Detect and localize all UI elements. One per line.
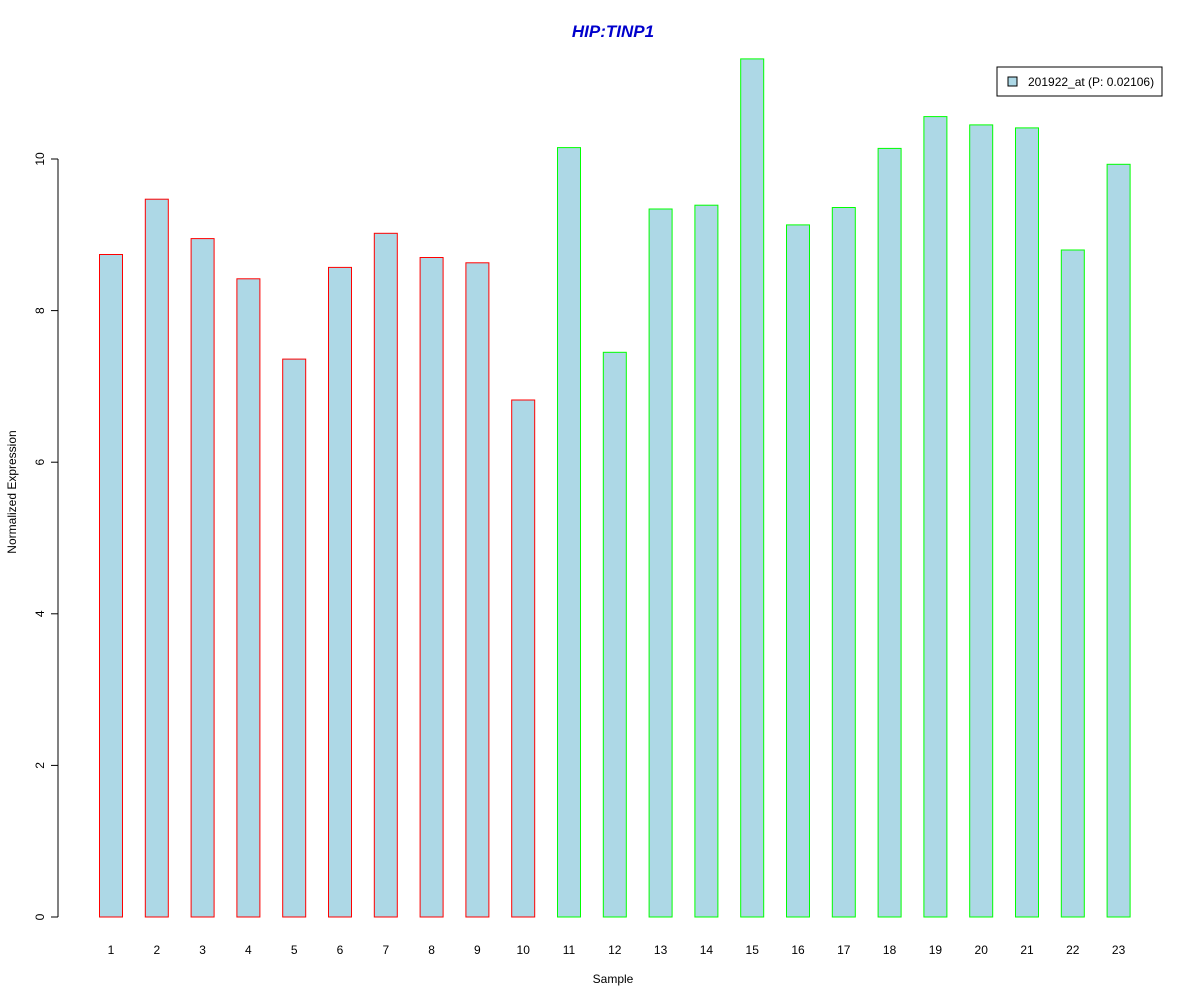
x-tick-label: 11 xyxy=(563,943,576,957)
x-tick-label: 1 xyxy=(108,943,115,957)
x-tick-label: 2 xyxy=(153,943,160,957)
bar-sample-18 xyxy=(877,147,902,918)
bar-sample-13 xyxy=(648,208,673,918)
x-axis-label: Sample xyxy=(593,972,634,986)
x-tick-label: 7 xyxy=(382,943,389,957)
bar-sample-21 xyxy=(1015,127,1039,918)
bars-group xyxy=(99,58,1131,918)
bar-sample-17 xyxy=(831,207,856,918)
x-tick-label: 3 xyxy=(199,943,206,957)
bar-sample-12 xyxy=(602,351,627,918)
chart-title: HIP:TINP1 xyxy=(572,22,654,41)
bar-sample-23 xyxy=(1106,163,1131,918)
bar-sample-9 xyxy=(465,262,490,918)
x-tick-label: 8 xyxy=(428,943,435,957)
legend-swatch xyxy=(1007,76,1018,87)
bar-sample-1 xyxy=(99,254,123,918)
x-tick-label: 12 xyxy=(608,943,622,957)
bar-sample-6 xyxy=(328,266,352,918)
y-tick-label: 0 xyxy=(33,913,47,920)
legend-box xyxy=(996,66,1163,97)
x-tick-label: 10 xyxy=(517,943,531,957)
y-tick-label: 10 xyxy=(33,152,47,166)
bar-sample-7 xyxy=(373,232,398,918)
bar-sample-20 xyxy=(969,124,994,918)
x-tick-label: 9 xyxy=(474,943,481,957)
x-tick-label: 16 xyxy=(791,943,805,957)
x-tick-label: 13 xyxy=(654,943,668,957)
x-tick-label: 4 xyxy=(245,943,252,957)
x-tick-label: 17 xyxy=(837,943,851,957)
y-axis-label: Normalized Expression xyxy=(5,430,19,553)
x-tick-label: 23 xyxy=(1112,943,1126,957)
x-tick-label: 5 xyxy=(291,943,298,957)
x-tick-label: 14 xyxy=(700,943,714,957)
bar-sample-16 xyxy=(786,224,810,918)
bar-sample-8 xyxy=(419,257,444,918)
x-tick-label: 20 xyxy=(975,943,989,957)
y-tick-label: 2 xyxy=(33,762,47,769)
y-tick-label: 6 xyxy=(33,459,47,466)
bar-sample-19 xyxy=(923,116,948,918)
bar-sample-14 xyxy=(694,204,719,918)
y-tick-label: 8 xyxy=(33,307,47,314)
x-tick-labels: 1 2 3 4 5 6 7 8 9 10 11 12 13 14 15 16 17 18 19 20 21 22 23 xyxy=(108,943,1126,957)
bar-sample-5 xyxy=(282,358,307,918)
y-axis: 0 2 4 6 8 10 xyxy=(33,152,59,920)
x-tick-label: 15 xyxy=(746,943,760,957)
bar-sample-2 xyxy=(144,198,169,918)
x-tick-label: 18 xyxy=(883,943,897,957)
bar-sample-4 xyxy=(236,278,261,918)
x-tick-label: 6 xyxy=(337,943,344,957)
bar-sample-15 xyxy=(740,58,765,918)
x-tick-label: 21 xyxy=(1020,943,1034,957)
bar-sample-10 xyxy=(511,399,536,918)
x-tick-label: 19 xyxy=(929,943,943,957)
legend: 201922_at (P: 0.02106) xyxy=(996,66,1163,97)
bar-sample-3 xyxy=(190,238,215,918)
y-tick-label: 4 xyxy=(33,610,47,617)
bar-sample-22 xyxy=(1060,249,1085,918)
bar-sample-11 xyxy=(557,147,581,918)
x-tick-label: 22 xyxy=(1066,943,1080,957)
legend-label: 201922_at (P: 0.02106) xyxy=(1028,75,1154,89)
